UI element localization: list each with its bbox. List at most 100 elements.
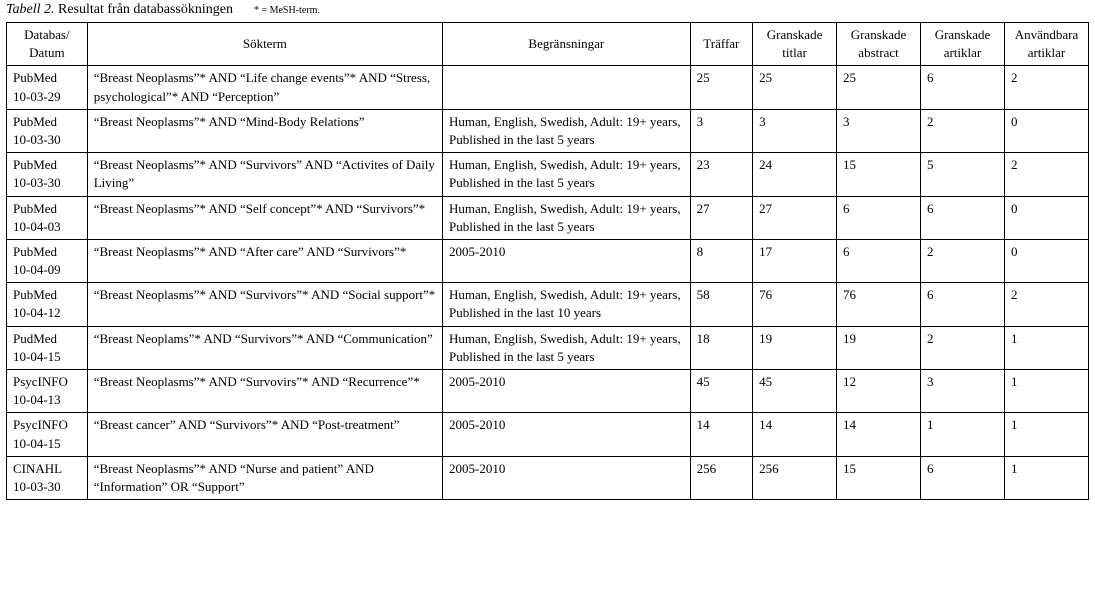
table-row: PubMed10-04-03“Breast Neoplasms”* AND “S… [7,196,1089,239]
cell-database: PsycINFO10-04-15 [7,413,88,456]
cell-abstracts: 76 [837,283,921,326]
cell-hits: 25 [690,66,752,109]
cell-titles: 14 [753,413,837,456]
caption-text: Resultat från databassökningen [55,2,233,17]
col-header-searchterm: Sökterm [87,23,442,66]
cell-articles: 1 [921,413,1005,456]
cell-hits: 14 [690,413,752,456]
cell-database: PubMed10-04-12 [7,283,88,326]
cell-abstracts: 15 [837,153,921,196]
cell-hits: 27 [690,196,752,239]
cell-limitations: 2005-2010 [443,413,691,456]
table-row: PsycINFO10-04-15“Breast cancer” AND “Sur… [7,413,1089,456]
cell-hits: 256 [690,456,752,499]
col-header-abstracts: Granskade abstract [837,23,921,66]
cell-usable: 0 [1004,109,1088,152]
caption-prefix: Tabell 2. [6,2,55,17]
cell-searchterm: “Breast Neoplasms”* AND “Self concept”* … [87,196,442,239]
cell-searchterm: “Breast Neoplasms”* AND “Survovirs”* AND… [87,370,442,413]
col-header-hits: Träffar [690,23,752,66]
table-caption: Tabell 2. Resultat från databassökningen… [0,0,1095,22]
table-row: PubMed10-04-09“Breast Neoplasms”* AND “A… [7,239,1089,282]
col-header-usable: Användbara artiklar [1004,23,1088,66]
table-row: PubMed10-03-29“Breast Neoplasms”* AND “L… [7,66,1089,109]
cell-usable: 2 [1004,153,1088,196]
cell-articles: 2 [921,109,1005,152]
cell-searchterm: “Breast Neoplasms”* AND “Life change eve… [87,66,442,109]
cell-articles: 6 [921,283,1005,326]
cell-searchterm: “Breast cancer” AND “Survivors”* AND “Po… [87,413,442,456]
cell-limitations: Human, English, Swedish, Adult: 19+ year… [443,153,691,196]
table-row: CINAHL10-03-30“Breast Neoplasms”* AND “N… [7,456,1089,499]
cell-articles: 6 [921,196,1005,239]
table-row: PubMed10-03-30“Breast Neoplasms”* AND “M… [7,109,1089,152]
cell-abstracts: 12 [837,370,921,413]
col-header-titles: Granskade titlar [753,23,837,66]
cell-articles: 2 [921,239,1005,282]
cell-limitations: Human, English, Swedish, Adult: 19+ year… [443,326,691,369]
cell-limitations: 2005-2010 [443,370,691,413]
cell-usable: 0 [1004,239,1088,282]
table-row: PsycINFO10-04-13“Breast Neoplasms”* AND … [7,370,1089,413]
cell-searchterm: “Breast Neoplasms”* AND “Mind-Body Relat… [87,109,442,152]
cell-usable: 1 [1004,456,1088,499]
cell-articles: 2 [921,326,1005,369]
cell-limitations: Human, English, Swedish, Adult: 19+ year… [443,196,691,239]
table-row: PudMed10-04-15“Breast Neoplams”* AND “Su… [7,326,1089,369]
cell-articles: 6 [921,456,1005,499]
cell-hits: 23 [690,153,752,196]
cell-hits: 45 [690,370,752,413]
table-header-row: Databas/Datum Sökterm Begränsningar Träf… [7,23,1089,66]
cell-limitations: 2005-2010 [443,456,691,499]
cell-titles: 45 [753,370,837,413]
cell-hits: 18 [690,326,752,369]
cell-searchterm: “Breast Neoplasms”* AND “Survivors” AND … [87,153,442,196]
cell-database: PubMed10-04-09 [7,239,88,282]
cell-titles: 3 [753,109,837,152]
cell-articles: 5 [921,153,1005,196]
cell-titles: 25 [753,66,837,109]
search-results-table: Databas/Datum Sökterm Begränsningar Träf… [6,22,1089,500]
cell-abstracts: 14 [837,413,921,456]
cell-searchterm: “Breast Neoplasms”* AND “After care” AND… [87,239,442,282]
col-header-articles: Granskade artiklar [921,23,1005,66]
cell-database: CINAHL10-03-30 [7,456,88,499]
cell-titles: 256 [753,456,837,499]
cell-database: PubMed10-04-03 [7,196,88,239]
caption-mesh-note: * = MeSH-term. [254,5,320,16]
cell-database: PubMed10-03-30 [7,109,88,152]
cell-abstracts: 19 [837,326,921,369]
cell-abstracts: 6 [837,239,921,282]
table-row: PubMed10-04-12“Breast Neoplasms”* AND “S… [7,283,1089,326]
cell-usable: 1 [1004,326,1088,369]
cell-titles: 76 [753,283,837,326]
col-header-database: Databas/Datum [7,23,88,66]
table-row: PubMed10-03-30“Breast Neoplasms”* AND “S… [7,153,1089,196]
cell-titles: 24 [753,153,837,196]
cell-articles: 3 [921,370,1005,413]
cell-abstracts: 25 [837,66,921,109]
cell-titles: 19 [753,326,837,369]
cell-usable: 2 [1004,66,1088,109]
cell-usable: 1 [1004,370,1088,413]
cell-database: PubMed10-03-30 [7,153,88,196]
col-header-limitations: Begränsningar [443,23,691,66]
cell-searchterm: “Breast Neoplams”* AND “Survivors”* AND … [87,326,442,369]
cell-limitations [443,66,691,109]
cell-database: PsycINFO10-04-13 [7,370,88,413]
cell-searchterm: “Breast Neoplasms”* AND “Nurse and patie… [87,456,442,499]
cell-hits: 3 [690,109,752,152]
cell-searchterm: “Breast Neoplasms”* AND “Survivors”* AND… [87,283,442,326]
cell-titles: 27 [753,196,837,239]
cell-usable: 2 [1004,283,1088,326]
cell-abstracts: 3 [837,109,921,152]
cell-titles: 17 [753,239,837,282]
cell-abstracts: 15 [837,456,921,499]
cell-abstracts: 6 [837,196,921,239]
cell-database: PubMed10-03-29 [7,66,88,109]
cell-usable: 1 [1004,413,1088,456]
cell-database: PudMed10-04-15 [7,326,88,369]
cell-hits: 8 [690,239,752,282]
cell-hits: 58 [690,283,752,326]
cell-usable: 0 [1004,196,1088,239]
